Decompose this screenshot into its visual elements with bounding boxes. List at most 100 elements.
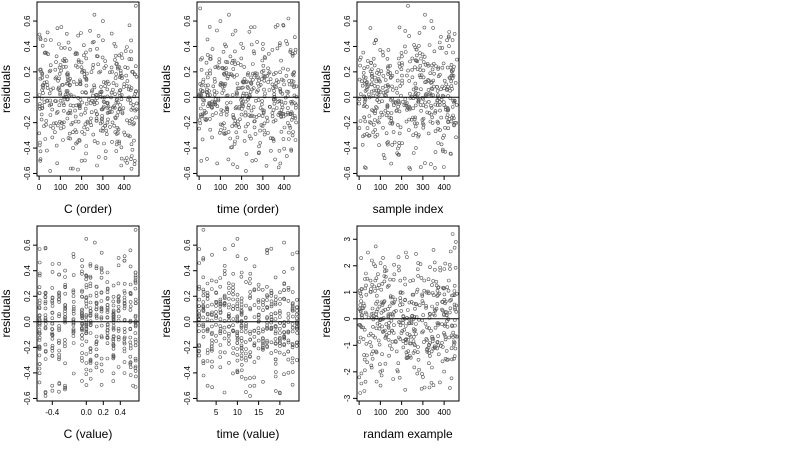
x-tick-label: 0 <box>357 183 362 192</box>
data-point <box>414 332 418 336</box>
data-point <box>364 292 369 297</box>
data-point <box>386 312 391 317</box>
data-point <box>72 94 76 99</box>
data-point <box>273 275 278 280</box>
data-point <box>369 363 374 368</box>
y-tick-label: -0.6 <box>23 391 32 405</box>
data-point <box>436 127 441 131</box>
data-point <box>436 352 441 357</box>
data-point <box>272 101 277 106</box>
data-point <box>214 299 218 304</box>
data-point <box>433 110 437 115</box>
data-point <box>453 265 458 270</box>
data-point <box>252 125 257 130</box>
data-point <box>390 312 395 317</box>
x-tick-label: 300 <box>416 408 430 417</box>
data-point <box>201 256 206 260</box>
data-point <box>50 327 54 331</box>
data-point <box>67 110 71 115</box>
data-point <box>450 357 454 362</box>
data-point <box>201 322 206 327</box>
data-point <box>290 307 295 312</box>
data-point <box>218 297 223 302</box>
data-point <box>133 315 138 319</box>
data-point <box>109 65 114 70</box>
data-point <box>122 258 127 263</box>
data-point <box>79 65 84 69</box>
data-point <box>286 340 291 345</box>
data-point <box>200 137 205 142</box>
data-point <box>248 306 252 311</box>
data-point <box>123 65 127 69</box>
data-point <box>37 347 42 351</box>
data-point <box>205 293 210 298</box>
data-point <box>94 324 99 329</box>
data-point <box>248 290 252 294</box>
data-point <box>80 294 84 299</box>
data-point <box>454 291 459 296</box>
data-point <box>37 306 42 311</box>
data-point <box>422 55 427 59</box>
data-point <box>65 31 69 36</box>
data-point <box>71 327 76 331</box>
data-point <box>201 289 206 294</box>
data-point <box>438 46 442 50</box>
data-point <box>373 134 378 139</box>
data-point <box>249 25 253 30</box>
data-point <box>402 276 407 281</box>
data-point <box>413 115 418 120</box>
data-point <box>265 316 269 321</box>
data-point <box>378 261 383 265</box>
data-point <box>282 372 286 377</box>
data-point <box>426 277 431 282</box>
data-point <box>290 133 295 138</box>
data-point <box>40 103 45 108</box>
data-point <box>388 121 393 126</box>
data-point <box>197 313 202 318</box>
data-point <box>50 343 55 348</box>
data-point <box>42 124 46 128</box>
data-point <box>386 314 391 319</box>
data-point <box>80 271 84 276</box>
data-point <box>270 82 275 87</box>
data-point <box>390 73 395 78</box>
data-point <box>241 46 245 50</box>
data-point <box>231 323 235 328</box>
data-point <box>410 68 415 72</box>
x-tick-label: -0.4 <box>45 408 59 417</box>
data-point <box>421 122 426 127</box>
x-tick-label: 400 <box>437 183 451 192</box>
data-point <box>376 88 381 93</box>
y-tick-label: 2 <box>343 263 352 268</box>
data-point <box>37 93 42 97</box>
data-point <box>265 320 269 325</box>
data-point <box>37 323 42 328</box>
data-point <box>108 70 112 75</box>
data-point <box>57 291 61 296</box>
data-point <box>254 75 259 80</box>
data-point <box>403 341 408 346</box>
data-point <box>221 109 225 113</box>
data-point <box>258 128 262 133</box>
data-point <box>94 312 99 317</box>
data-point <box>282 343 286 348</box>
data-point <box>420 372 424 376</box>
data-point <box>376 338 381 343</box>
data-point <box>43 357 48 361</box>
data-point <box>248 331 252 336</box>
data-point <box>91 63 96 67</box>
data-point <box>131 122 135 127</box>
data-point <box>210 135 214 140</box>
data-point <box>413 306 417 311</box>
data-point <box>454 334 459 339</box>
data-point <box>251 86 256 90</box>
data-point <box>94 301 99 305</box>
data-point <box>418 165 423 169</box>
data-point <box>368 26 373 30</box>
data-point <box>128 248 133 253</box>
data-point <box>256 346 261 351</box>
data-point <box>42 51 47 55</box>
data-point <box>223 350 227 355</box>
data-point <box>443 335 448 339</box>
data-point <box>283 101 288 105</box>
